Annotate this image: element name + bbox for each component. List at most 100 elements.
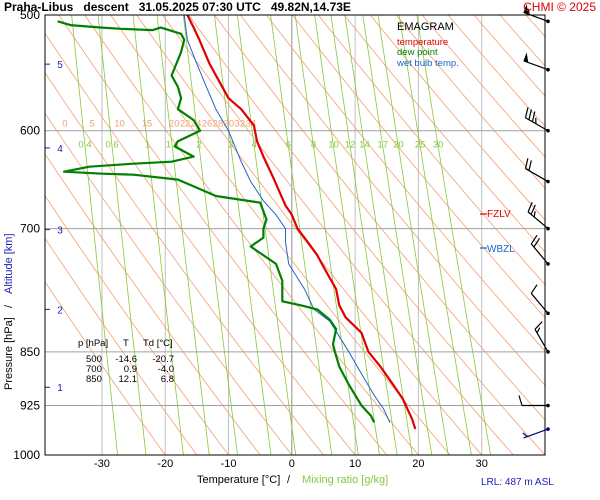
dry-adiabat-line (529, 0, 600, 455)
wind-barb-feather (534, 321, 543, 330)
chart-series (57, 15, 417, 430)
table-row-500-p: 500 (86, 354, 102, 365)
table-header-p: p [hPa] (78, 338, 108, 349)
wind-barb-feather (533, 211, 536, 218)
legend-title: EMAGRAM (397, 21, 454, 33)
mixing-ratio-label: 30 (433, 139, 444, 150)
wind-barb-station (546, 128, 550, 133)
dry-adiabat-line (45, 281, 166, 455)
mixing-ratio-line (156, 15, 210, 455)
dry-adiabat-line (265, 15, 545, 352)
legend-dewpoint: dew point (397, 47, 438, 58)
temperature-profile (186, 15, 417, 430)
mixing-ratio-line (97, 15, 147, 455)
theta-label: 20 (169, 119, 180, 130)
y-axis-label-altitude: Altitude [km] (3, 233, 15, 294)
wind-barb (523, 52, 550, 72)
mixing-ratio-label: 2 (196, 139, 201, 150)
y-axis-title: Pressure [hPa] / Altitude [km] (3, 233, 15, 390)
wind-barb (518, 395, 550, 408)
wind-barb (530, 284, 550, 316)
altitude-tick-label: 1 (57, 383, 63, 394)
theta-label: 5 (90, 119, 95, 130)
wind-barb (524, 158, 550, 184)
wind-barb-station (546, 403, 550, 408)
mixing-ratio-line (377, 15, 449, 455)
pressure-tick-label: 925 (20, 399, 40, 413)
dry-adiabat-line (58, 15, 388, 455)
mixing-ratio-label: 20 (393, 139, 404, 150)
wind-barb-pennant (523, 3, 529, 15)
data-table: p [hPa] T Td [°C] 500 -14.6 -20.7 700 0.… (78, 338, 174, 385)
credit-label: CHMI © 2025 (523, 0, 596, 14)
mixing-ratio-line (416, 15, 491, 455)
wind-barb-staff (534, 329, 549, 353)
altitude-tick-label: 2 (57, 305, 63, 316)
wind-barb-station (546, 226, 550, 231)
mixing-ratio-label: 1 (145, 139, 150, 150)
y-axis-label-pressure: Pressure [hPa] (3, 317, 15, 390)
theta-label: 28 (213, 119, 224, 130)
chart-header: Praha-Libus descent 31.05.2025 07:30 UTC… (4, 0, 351, 14)
altitude-tick-label: 5 (57, 60, 63, 71)
wind-barb (522, 427, 550, 439)
lrl-label: LRL: 487 m ASL (481, 477, 554, 488)
dry-adiabat-line (45, 32, 356, 455)
sounding-mode: descent (83, 0, 129, 14)
dry-adiabat-line (188, 15, 545, 455)
pressure-tick-label: 850 (20, 345, 40, 359)
mixing-ratio-line (213, 15, 272, 455)
dry-adiabat-line (395, 15, 545, 189)
mixing-ratio-line (132, 15, 184, 455)
theta-label: 0 (62, 119, 67, 130)
wind-barb (527, 202, 550, 231)
dry-adiabat-line (317, 15, 545, 286)
dry-adiabat-line (473, 15, 545, 97)
mixing-ratio-label: 25 (415, 139, 426, 150)
wind-barb-feather (530, 234, 538, 245)
table-row-850-td: 6.8 (161, 374, 174, 385)
dry-adiabat-line (214, 15, 545, 421)
wind-barb-station (546, 19, 550, 24)
mixing-ratio-label: 6 (286, 139, 291, 150)
temperature-tick-label: 10 (349, 458, 361, 470)
fzlv-label: FZLV (487, 209, 511, 220)
pressure-tick-label: 700 (20, 222, 40, 236)
mixing-ratio-label: 17 (377, 139, 388, 150)
wind-barb-station (546, 179, 550, 184)
legend-wetbulb: wet bulb temp. (396, 58, 459, 69)
wind-barb-staff (525, 168, 549, 183)
dry-adiabat-line (447, 15, 545, 127)
y-axis-label-separator: / (3, 304, 15, 308)
dry-adiabat-line (45, 195, 229, 455)
mixing-ratio-line (236, 15, 297, 455)
pressure-tick-label: 500 (20, 8, 40, 22)
wind-barb-feather (518, 395, 523, 406)
theta-label: 10 (114, 119, 125, 130)
theta-label: 30 (224, 119, 235, 130)
wind-barb-feather (531, 111, 536, 122)
wind-barb-pennant (523, 52, 529, 63)
wind-barb-feather (524, 107, 529, 118)
wind-barb-feather (522, 432, 528, 438)
dry-adiabat-line (291, 15, 545, 319)
wbzl-label: WBZL (487, 244, 515, 255)
wind-barb-feather (527, 8, 530, 15)
dry-adiabat-line (136, 15, 483, 455)
wind-barb-station (546, 262, 550, 266)
dry-adiabat-line (45, 237, 198, 455)
dry-adiabat-line (343, 15, 545, 253)
dry-adiabat-line (369, 15, 545, 221)
sounding-datetime: 31.05.2025 07:30 UTC (138, 0, 261, 14)
dry-adiabat-line (162, 15, 514, 455)
station-coords: 49.82N,14.73E (270, 0, 351, 14)
mixing-ratio-line (344, 15, 413, 455)
plot-frame (44, 14, 546, 456)
dry-adiabat-line (421, 15, 545, 158)
wind-barb-feather (528, 109, 532, 120)
mixing-ratio-label: 8 (311, 139, 316, 150)
mixing-ratio-line (362, 15, 433, 455)
wind-barb-feather (524, 158, 529, 169)
station-name: Praha-Libus (4, 0, 74, 14)
wind-barb-feather (530, 204, 536, 215)
